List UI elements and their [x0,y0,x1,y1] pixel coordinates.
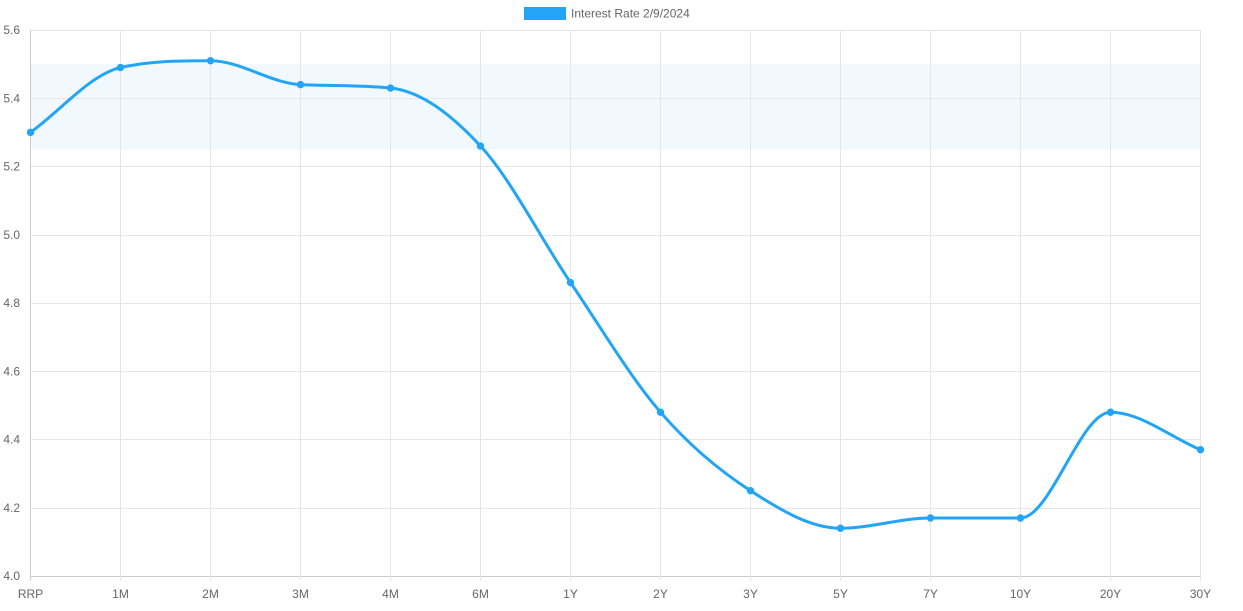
y-tick-label-1: 4.2 [3,501,20,515]
data-point-5y[interactable] [836,524,845,532]
y-tick-label-2: 4.4 [3,433,20,447]
data-point-2m[interactable] [206,57,215,65]
x-tick-label-6: 1Y [563,587,578,601]
data-point-1m[interactable] [116,63,125,72]
y-tick-label-0: 4.0 [3,569,20,583]
x-tick-label-0: RRP [18,587,43,601]
x-tick-label-11: 10Y [1010,587,1031,601]
data-point-2y[interactable] [656,408,665,416]
y-tick-label-7: 5.4 [3,91,20,105]
data-point-3y[interactable] [746,486,755,495]
series-layer [26,57,1205,532]
x-tick-label-10: 7Y [923,587,938,601]
data-point-1y[interactable] [566,278,575,287]
y-tick-label-5: 5.0 [3,228,20,242]
x-tick-label-5: 6M [472,587,489,601]
data-point-20y[interactable] [1106,408,1115,416]
data-point-10y[interactable] [1016,514,1025,522]
x-tick-label-2: 2M [202,587,219,601]
x-tick-label-8: 3Y [743,587,758,601]
y-tick-label-6: 5.2 [3,160,20,174]
y-tick-label-3: 4.6 [3,364,20,378]
x-tick-label-3: 3M [292,587,309,601]
axis-layer: 4.0 4.2 4.4 4.6 4.8 5.0 5.2 5.4 5.6 RRP 1M 2M 3M 4M 6M… [3,23,1211,601]
data-point-3m[interactable] [296,80,305,89]
legend-swatch[interactable] [524,7,566,20]
x-tick-label-13: 30Y [1190,587,1211,601]
y-tick-label-4: 4.8 [3,296,20,310]
data-point-6m[interactable] [476,142,485,150]
data-point-4m[interactable] [386,84,395,92]
legend-label[interactable]: Interest Rate 2/9/2024 [571,7,690,21]
target-range-band-layer [30,64,1201,150]
x-tick-label-9: 5Y [833,587,848,601]
data-point-7y[interactable] [926,514,935,522]
x-tick-label-1: 1M [112,587,129,601]
data-point-30y[interactable] [1196,446,1205,454]
target-range-band [30,64,1201,150]
legend[interactable]: Interest Rate 2/9/2024 [524,7,690,21]
y-tick-label-8: 5.6 [3,23,20,37]
x-tick-label-12: 20Y [1100,587,1121,601]
grid-layer [30,30,1201,581]
x-tick-label-4: 4M [382,587,399,601]
x-tick-label-7: 2Y [653,587,668,601]
data-point-rrp[interactable] [26,128,35,137]
